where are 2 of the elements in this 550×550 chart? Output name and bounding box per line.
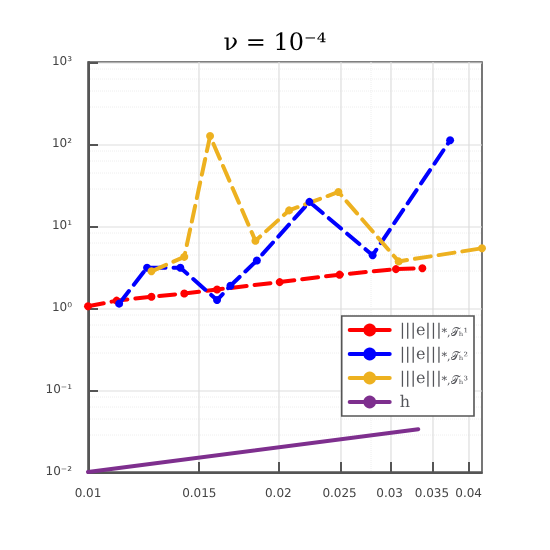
legend-label: h — [399, 393, 411, 411]
chart-title: ν = 10⁻⁴ — [223, 28, 327, 56]
